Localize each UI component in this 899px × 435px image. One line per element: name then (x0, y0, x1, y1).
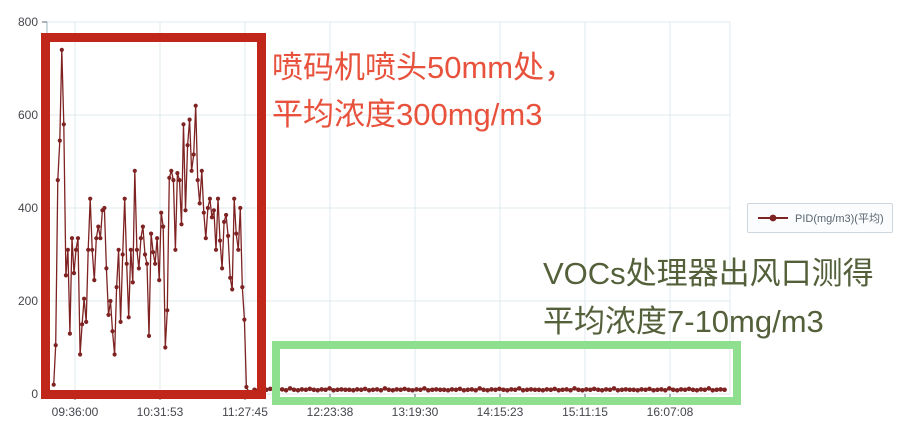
printhead-annotation-line2: 平均浓度300mg/m3 (272, 97, 543, 132)
svg-text:200: 200 (18, 294, 38, 308)
svg-text:11:27:45: 11:27:45 (222, 405, 268, 419)
legend-series-marker-icon (758, 214, 788, 222)
svg-text:400: 400 (18, 201, 38, 215)
legend[interactable]: PID(mg/m3)(平均) (747, 203, 893, 233)
outlet-highlight-box (272, 341, 741, 405)
printhead-annotation-line1: 喷码机喷头50mm处， (272, 50, 576, 85)
svg-text:15:11:15: 15:11:15 (562, 405, 608, 419)
svg-text:13:19:30: 13:19:30 (392, 405, 439, 419)
printhead-annotation: 喷码机喷头50mm处， 平均浓度300mg/m3 (272, 44, 575, 138)
svg-text:0: 0 (31, 387, 38, 401)
outlet-annotation-line2: 平均浓度7-10mg/m3 (543, 304, 824, 339)
printhead-highlight-box (41, 33, 266, 399)
svg-text:16:07:08: 16:07:08 (647, 405, 694, 419)
axis-labels: 0 200 400 600 800 09:36:00 10:31:53 11:27:45 12:… (18, 15, 694, 419)
grid (47, 21, 731, 395)
svg-text:12:23:38: 12:23:38 (307, 405, 354, 419)
series-segment-0 (51, 47, 251, 394)
svg-text:10:31:53: 10:31:53 (137, 405, 184, 419)
svg-text:800: 800 (18, 15, 38, 29)
svg-text:14:15:23: 14:15:23 (477, 405, 524, 419)
outlet-annotation-line1: VOCs处理器出风口测得 (543, 256, 874, 291)
svg-text:600: 600 (18, 108, 38, 122)
legend-label: PID(mg/m3)(平均) (795, 213, 884, 225)
svg-text:09:36:00: 09:36:00 (52, 405, 99, 419)
outlet-annotation: VOCs处理器出风口测得 平均浓度7-10mg/m3 (543, 250, 874, 346)
